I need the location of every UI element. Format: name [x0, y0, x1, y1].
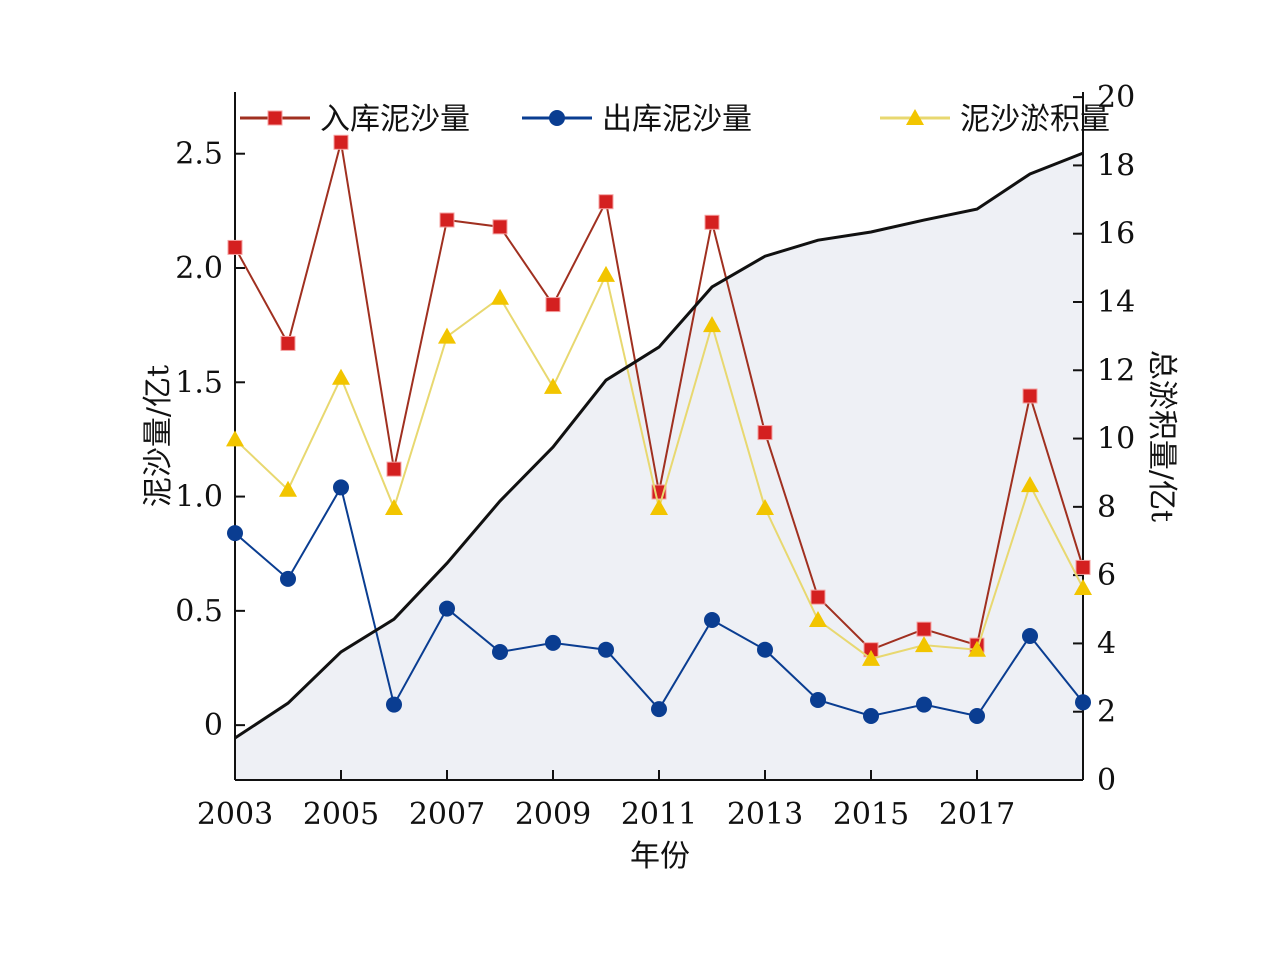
series-1-point: [386, 696, 402, 713]
x-axis-label: 年份: [630, 839, 690, 874]
series-2-point: [279, 480, 297, 497]
series-0-point: [810, 589, 826, 605]
legend-label: 入库泥沙量: [320, 102, 470, 137]
legend-marker: [267, 110, 283, 126]
series-0-point: [492, 219, 508, 235]
series-1-point: [969, 708, 985, 724]
series-2-point: [1074, 579, 1092, 595]
series-1-point: [704, 612, 720, 628]
series-2-point: [968, 640, 986, 657]
y-tick-label: 2.5: [175, 137, 223, 172]
y2-tick-label: 2: [1097, 695, 1116, 730]
series-1-point: [333, 479, 349, 496]
cumulative-area: [235, 153, 1083, 780]
x-tick-label: 2015: [833, 797, 909, 832]
series-0-point: [1022, 388, 1038, 404]
y2-tick-label: 8: [1097, 490, 1116, 525]
series-line-3: [234, 151, 1084, 740]
series-0-point: [916, 621, 932, 637]
y2-tick-label: 18: [1097, 148, 1135, 183]
y2-tick-label: 4: [1097, 626, 1116, 661]
series-1-point: [439, 600, 455, 617]
series-1-point: [545, 634, 561, 651]
x-tick-label: 2005: [303, 797, 379, 832]
y2-tick-label: 10: [1097, 422, 1135, 457]
series-2-point: [597, 265, 615, 282]
series-1-point: [757, 641, 773, 658]
series-1-point: [492, 644, 508, 660]
series-2-point: [703, 316, 721, 333]
series-0-point: [598, 194, 614, 210]
series-0-point: [1075, 559, 1091, 575]
series-1-point: [1022, 628, 1038, 644]
series-0-point: [386, 461, 402, 477]
series-2-point: [544, 377, 562, 394]
y2-tick-label: 20: [1097, 80, 1135, 115]
legend-marker: [906, 109, 924, 125]
y-tick-label: 0: [204, 708, 223, 743]
series-0-point: [227, 239, 243, 255]
x-tick-label: 2013: [727, 797, 803, 832]
series-1-point: [1075, 694, 1091, 711]
series-1-point: [280, 570, 296, 587]
series-1-point: [598, 641, 614, 658]
series-2-point: [438, 327, 456, 344]
series-2-point: [862, 649, 880, 666]
y2-tick-label: 0: [1097, 763, 1116, 798]
series-1-point: [916, 696, 932, 713]
legend-marker: [549, 110, 565, 126]
series-2-point: [1021, 476, 1039, 493]
series-1-point: [227, 525, 243, 542]
series-2-point: [650, 499, 668, 515]
x-tick-label: 2007: [409, 797, 485, 832]
x-tick-label: 2017: [939, 797, 1015, 832]
y-tick-label: 1.5: [175, 365, 223, 400]
y2-tick-label: 14: [1097, 285, 1135, 320]
x-tick-label: 2009: [515, 797, 591, 832]
y2-axis-label: 总淤积量/亿t: [1144, 350, 1179, 522]
series-0-point: [333, 134, 349, 150]
y-tick-label: 2.0: [175, 251, 223, 286]
series-2-point: [756, 499, 774, 515]
y2-tick-label: 6: [1097, 558, 1116, 593]
y-tick-label: 1.0: [175, 480, 223, 515]
series-2-point: [385, 499, 403, 515]
legend-label: 出库泥沙量: [602, 102, 752, 137]
series-0-point: [280, 335, 296, 351]
series-1-point: [810, 692, 826, 708]
series-2-point: [809, 611, 827, 627]
series-0-point: [757, 425, 773, 441]
y-axis-label: 泥沙量/亿t: [141, 365, 176, 507]
series-1-point: [651, 701, 667, 718]
series-2-point: [491, 288, 509, 305]
legend-label: 泥沙淤积量: [960, 102, 1110, 137]
series-2-point: [226, 430, 244, 447]
x-tick-label: 2003: [197, 797, 273, 832]
y-tick-label: 0.5: [175, 594, 223, 629]
x-tick-label: 2011: [621, 797, 697, 832]
series-1-point: [863, 708, 879, 724]
series-2-point: [332, 368, 350, 385]
series-0-point: [704, 214, 720, 230]
series-0-point: [439, 212, 455, 228]
y2-tick-label: 12: [1097, 353, 1135, 388]
series-0-point: [545, 297, 561, 313]
y2-tick-label: 16: [1097, 217, 1135, 252]
series-2-point: [915, 636, 933, 653]
